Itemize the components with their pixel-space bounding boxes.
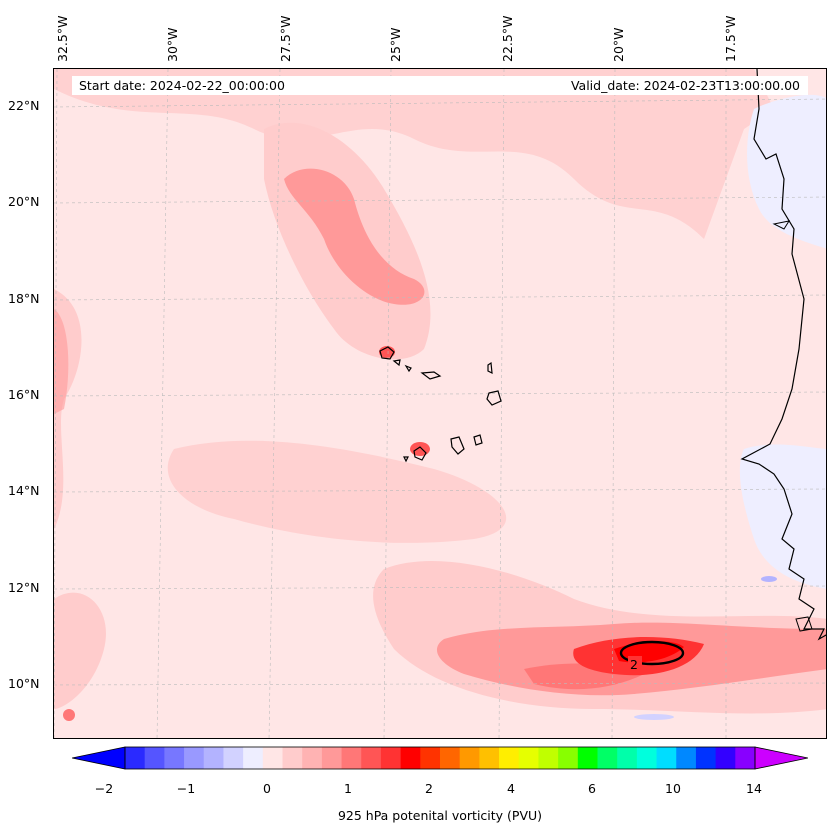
colorbar-cell [243,747,264,769]
lat-label: 12°N [8,580,40,595]
pv-field-map: 2 [54,69,826,738]
colorbar-cell [558,747,579,769]
colorbar-tick-label: 0 [263,781,271,796]
colorbar-left-arrow [72,746,126,770]
pv-2-contour [619,640,685,666]
pv-peak-spot [63,709,75,721]
lon-label: 25°W [388,27,403,62]
colorbar-cell [144,747,165,769]
colorbar-cell [262,747,283,769]
colorbar-tick-label: 1 [344,781,352,796]
colorbar-tick-label: −1 [176,781,196,796]
lat-label: 14°N [8,483,40,498]
pv-negative-patch [761,576,777,582]
valid-date-label: Valid_date: 2024-02-23T13:00:00.00 [570,78,800,93]
lon-label: 22.5°W [500,15,515,62]
colorbar-cell [203,747,224,769]
colorbar-cell [577,747,598,769]
lon-label: 30°W [165,27,180,62]
lat-label: 20°N [8,194,40,209]
colorbar-right-arrow [754,746,808,770]
lon-label: 27.5°W [278,15,293,62]
colorbar-cell [440,747,461,769]
lat-label: 22°N [8,98,40,113]
colorbar-cell [695,747,717,769]
colorbar-cell [676,747,697,769]
colorbar-title: 925 hPa potenital vorticity (PVU) [337,808,543,823]
colorbar-cell [479,747,500,769]
pv-low-region [54,69,774,239]
colorbar-cell [341,747,362,769]
colorbar-cell [321,747,343,769]
colorbar-tick-label: 6 [588,781,596,796]
colorbar-tick-label: 14 [746,781,762,796]
pv-2-contour-label: 2 [630,657,638,672]
africa-coastline [740,69,826,641]
colorbar-cell [735,747,756,769]
colorbar-cell [125,747,146,769]
pv-negative-region [739,444,826,589]
colorbar-cell [715,747,736,769]
colorbar-outline [124,746,756,770]
pv-mid-region [284,168,425,305]
coast-island [772,220,791,230]
colorbar-cells [125,747,756,769]
colorbar-tick-label: 2 [425,781,433,796]
lon-label: 20°W [611,27,626,62]
lon-label: 17.5°W [723,15,738,62]
colorbar-cell [282,747,303,769]
colorbar-tick-label: 4 [507,781,515,796]
contour-label-bg [628,656,642,670]
date-info-bar: Start date: 2024-02-22_00:00:00 Valid_da… [72,76,808,95]
colorbar-cell [302,747,323,769]
cape-verde-islands [379,346,502,463]
colorbar-cell [538,747,559,769]
colorbar-cell [164,747,185,769]
colorbar-cell [499,747,520,769]
colorbar [72,746,808,770]
lon-label: 32.5°W [55,15,70,62]
coast-island [795,616,813,632]
pv-low-region [167,440,507,543]
colorbar-cell [518,747,539,769]
map-gridlines [54,69,826,738]
lat-label: 16°N [8,387,40,402]
colorbar-cell [597,747,618,769]
colorbar-tick-label: −2 [94,781,114,796]
colorbar-cell [400,747,421,769]
colorbar-cell [617,747,638,769]
pv-negative-patch [634,714,674,720]
colorbar-cell [184,747,205,769]
colorbar-cell [380,747,402,769]
lat-label: 10°N [8,676,40,691]
colorbar-cell [223,747,244,769]
pv-mid-region [54,309,69,414]
colorbar-cell [420,747,441,769]
colorbar-cell [459,747,480,769]
colorbar-cell [636,747,658,769]
pv-island-feature [410,442,430,456]
colorbar-cell [656,747,677,769]
map-panel: 2 [53,68,827,739]
pv-negative-region [747,94,826,249]
pv-low-region [54,592,106,709]
colorbar-cell [361,747,382,769]
lat-label: 18°N [8,291,40,306]
colorbar-tick-label: 10 [665,781,681,796]
start-date-label: Start date: 2024-02-22_00:00:00 [79,78,285,93]
